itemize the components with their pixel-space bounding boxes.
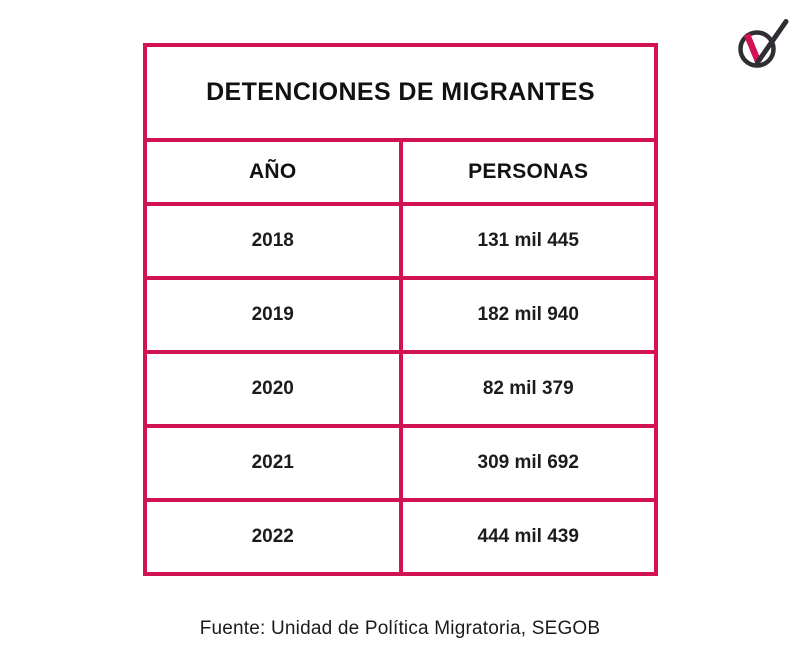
persons-cell: 82 mil 379 (398, 350, 658, 428)
table-row: 2020 82 mil 379 (143, 350, 658, 428)
detentions-table: DETENCIONES DE MIGRANTES AÑO PERSONAS 20… (143, 43, 658, 576)
source-caption: Fuente: Unidad de Política Migratoria, S… (199, 618, 601, 639)
year-cell: 2018 (143, 202, 403, 280)
table-header-row: AÑO PERSONAS (143, 138, 658, 206)
table-title-row: DETENCIONES DE MIGRANTES (143, 43, 658, 142)
year-cell: 2019 (143, 276, 403, 354)
table-row: 2018 131 mil 445 (143, 202, 658, 280)
year-cell: 2022 (143, 498, 403, 576)
year-cell: 2020 (143, 350, 403, 428)
table-row: 2021 309 mil 692 (143, 424, 658, 502)
year-cell: 2021 (143, 424, 403, 502)
table-row: 2022 444 mil 439 (143, 498, 658, 576)
magnifier-check-logo-icon (738, 19, 789, 68)
column-header-persons: PERSONAS (398, 138, 658, 206)
persons-cell: 131 mil 445 (398, 202, 658, 280)
persons-cell: 444 mil 439 (398, 498, 658, 576)
table-title: DETENCIONES DE MIGRANTES (143, 43, 658, 142)
table-row: 2019 182 mil 940 (143, 276, 658, 354)
persons-cell: 309 mil 692 (398, 424, 658, 502)
column-header-year: AÑO (143, 138, 403, 206)
persons-cell: 182 mil 940 (398, 276, 658, 354)
